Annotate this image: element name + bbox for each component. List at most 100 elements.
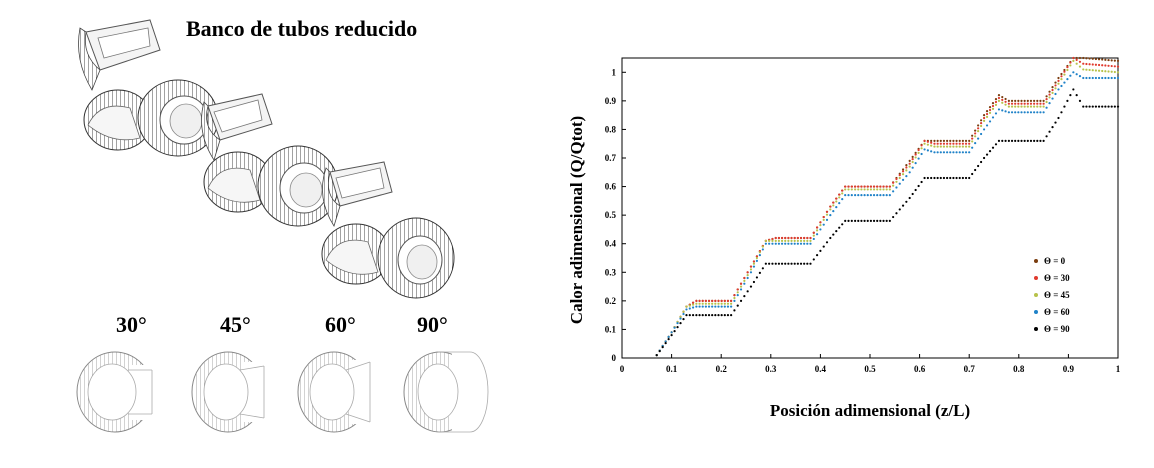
data-point — [670, 331, 673, 334]
data-point — [664, 342, 667, 345]
data-point — [914, 188, 917, 192]
data-point — [920, 144, 923, 147]
data-point — [1101, 64, 1104, 67]
data-point — [905, 200, 908, 203]
data-point — [844, 194, 847, 197]
data-point — [1023, 99, 1026, 102]
data-point — [988, 108, 992, 112]
data-point — [1057, 88, 1060, 91]
data-point — [847, 219, 850, 222]
x-tick-label: 0.7 — [964, 364, 976, 374]
data-point — [764, 262, 767, 265]
data-point — [844, 219, 847, 222]
data-point — [714, 305, 717, 308]
data-point — [952, 139, 955, 142]
data-point — [1104, 105, 1107, 108]
data-point — [857, 219, 860, 222]
data-point — [997, 99, 1001, 102]
data-point — [982, 114, 986, 117]
data-point — [1072, 88, 1075, 91]
data-point — [1078, 65, 1082, 68]
data-point — [730, 305, 733, 308]
data-point — [1007, 102, 1010, 105]
data-point — [803, 236, 806, 240]
data-point — [1054, 84, 1057, 87]
data-point — [1045, 106, 1048, 109]
data-point — [939, 145, 942, 148]
legend-marker — [1034, 327, 1038, 331]
x-tick-label: 0.8 — [1013, 364, 1025, 374]
data-point — [679, 315, 682, 318]
data-point — [911, 160, 914, 164]
data-point — [1075, 58, 1078, 61]
data-point — [771, 242, 774, 245]
data-point — [1063, 70, 1066, 73]
data-point — [905, 169, 908, 172]
data-point — [806, 242, 809, 245]
data-point — [1020, 105, 1023, 108]
data-point — [707, 299, 711, 302]
data-point — [1097, 76, 1101, 80]
data-point — [898, 182, 901, 185]
data-point — [988, 150, 992, 153]
data-point — [799, 262, 803, 265]
data-point — [768, 262, 771, 265]
data-point — [774, 236, 777, 240]
data-point — [1075, 73, 1078, 76]
data-point — [860, 219, 863, 222]
data-point — [1033, 99, 1036, 102]
data-point — [1097, 105, 1101, 108]
data-point — [901, 168, 905, 171]
x-tick-label: 0 — [620, 364, 625, 374]
data-point — [946, 176, 949, 180]
data-point — [815, 233, 819, 236]
data-point — [1113, 65, 1116, 68]
data-point — [1026, 105, 1029, 108]
data-point — [1066, 78, 1069, 81]
data-point — [1113, 59, 1116, 62]
data-point — [774, 262, 777, 265]
data-point — [854, 185, 857, 188]
data-point — [955, 142, 958, 145]
data-point — [1007, 105, 1010, 108]
data-point — [939, 142, 942, 145]
data-point — [768, 239, 771, 242]
data-point — [942, 151, 946, 154]
heat-distribution-chart: 0 0.1 0.2 0.3 0.4 0.5 0.6 0.7 0.8 0.9 1 0 0.1 0.2 0.3 0… — [567, 56, 1121, 420]
legend-marker — [1034, 293, 1038, 297]
data-point — [1045, 135, 1048, 138]
data-point — [949, 139, 952, 142]
half-tube-top-left — [78, 19, 161, 91]
data-point — [717, 299, 720, 302]
data-point — [991, 104, 995, 108]
data-point — [658, 350, 661, 353]
data-point — [730, 299, 733, 302]
data-point — [796, 239, 799, 242]
data-point — [803, 262, 806, 265]
data-point — [720, 314, 723, 317]
y-tick-label: 0.5 — [605, 210, 617, 220]
data-point — [844, 185, 847, 188]
data-point — [749, 271, 753, 274]
data-point — [876, 219, 879, 222]
data-point — [736, 288, 739, 291]
data-point — [860, 185, 863, 188]
data-point — [1039, 111, 1042, 114]
data-point — [806, 239, 809, 242]
data-point — [755, 256, 759, 260]
data-point — [819, 224, 822, 227]
data-point — [946, 151, 949, 154]
data-point — [682, 312, 685, 316]
data-point — [923, 176, 926, 180]
data-point — [930, 176, 933, 180]
tube-bank-illustration-panel: Banco de tubos reducido — [0, 0, 540, 468]
data-point — [936, 176, 939, 180]
data-point — [777, 242, 781, 245]
data-point — [1060, 72, 1063, 76]
data-point — [743, 279, 746, 282]
data-point — [1094, 76, 1098, 80]
data-point — [746, 271, 749, 274]
data-point — [1113, 105, 1116, 108]
data-point — [1026, 102, 1029, 105]
data-point — [673, 326, 676, 329]
